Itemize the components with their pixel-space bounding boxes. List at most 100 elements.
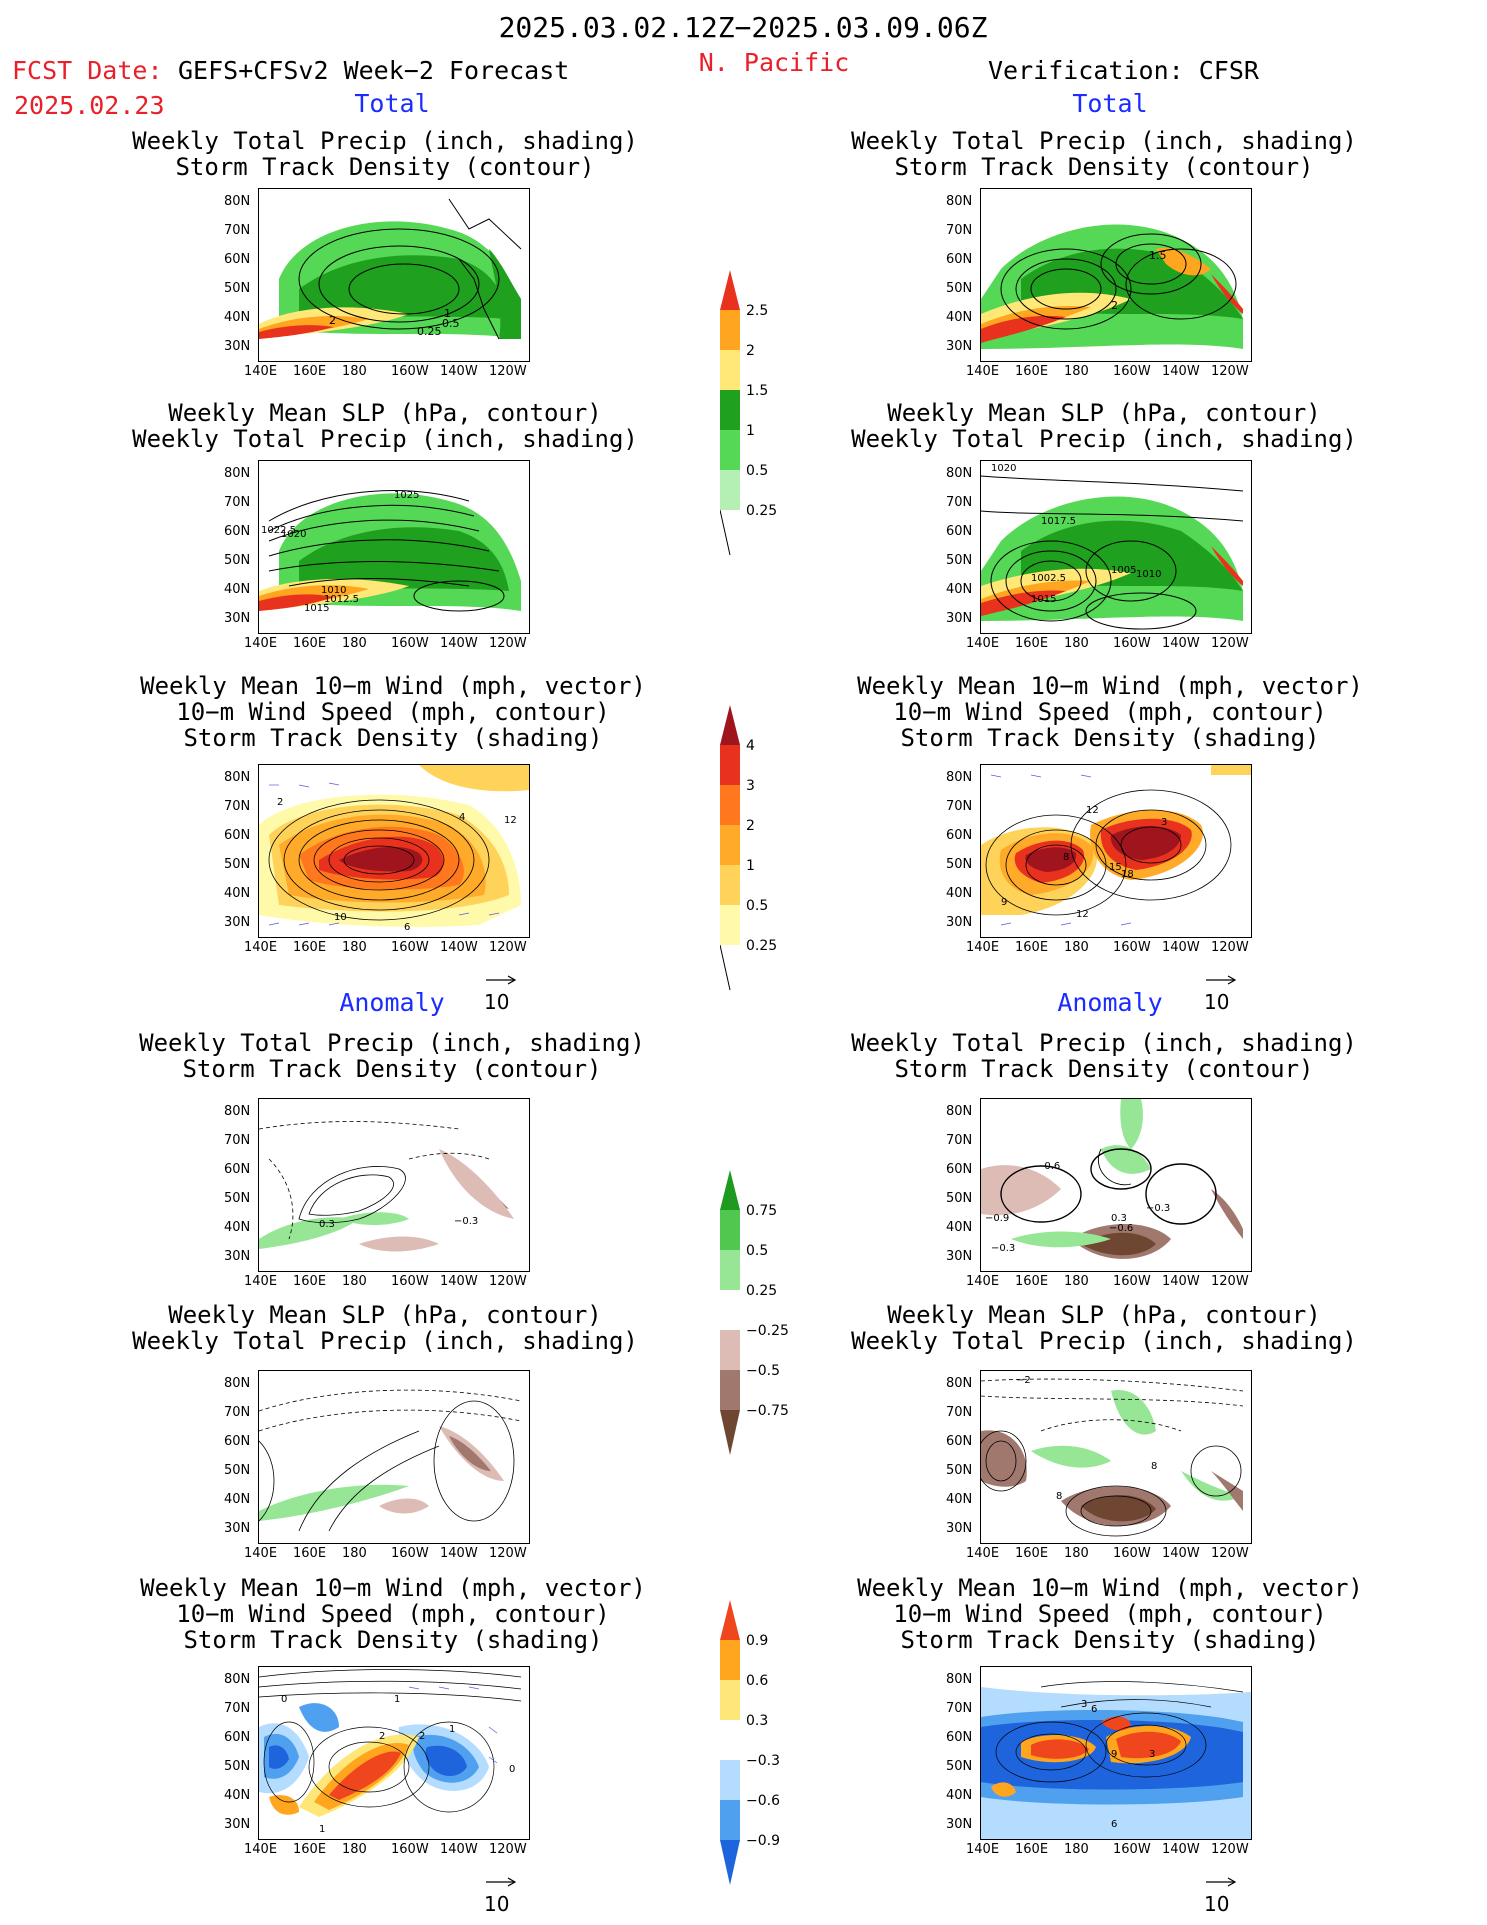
lat-tick-label: 80N	[224, 194, 251, 209]
lon-tick-label: 140W	[440, 364, 478, 379]
contour-label: 1.5	[1149, 249, 1167, 262]
map-obs-anom-wind: 3 6 9 3 6	[980, 1666, 1252, 1840]
panel-title-obs-anom-slp: Weekly Mean SLP (hPa, contour) Weekly To…	[851, 1302, 1357, 1354]
colorbar-label: −0.3	[746, 1753, 780, 1769]
lat-tick-label: 80N	[224, 1104, 251, 1119]
map-fc-anom-precip: 0.3 −0.3	[258, 1098, 530, 1272]
contour-label: 0.3	[1111, 1213, 1127, 1224]
lon-tick-label: 180	[342, 636, 367, 651]
lat-tick-label: 30N	[224, 339, 251, 354]
lat-tick-label: 50N	[224, 1191, 251, 1206]
contour-label: 1017.5	[1041, 516, 1076, 527]
contour-label: 15	[1109, 862, 1122, 873]
contour-label: 3	[1081, 1699, 1087, 1710]
lat-tick-label: 70N	[224, 1701, 251, 1716]
section-total-right: Total	[1072, 89, 1148, 118]
lat-tick-label: 40N	[946, 886, 973, 901]
lon-tick-label: 180	[1064, 636, 1089, 651]
lon-tick-label: 140E	[244, 1842, 278, 1857]
vector-ref-obs-anom: 10	[1204, 1868, 1238, 1916]
contour-label: 1010	[321, 585, 346, 596]
title-line: Weekly Mean SLP (hPa, contour)	[887, 399, 1321, 427]
colorbar-label: 0.5	[746, 463, 769, 479]
colorbar-label: 3	[746, 778, 755, 794]
lat-tick-label: 30N	[224, 1249, 251, 1264]
section-anomaly-right: Anomaly	[1057, 988, 1163, 1017]
lat-tick-label: 80N	[224, 770, 251, 785]
lon-tick-label: 140E	[244, 636, 278, 651]
lon-tick-label: 120W	[1211, 636, 1249, 651]
contour-label: 12	[1086, 805, 1099, 816]
lon-tick-label: 140W	[440, 1546, 478, 1561]
lat-tick-label: 70N	[946, 1405, 973, 1420]
vector-ref-fc-anom: 10	[484, 1868, 518, 1916]
lon-tick-label: 160W	[391, 364, 429, 379]
lon-tick-label: 140W	[1162, 1546, 1200, 1561]
title-line: Weekly Total Precip (inch, shading)	[139, 1029, 645, 1057]
vector-ref-fc-total: 10	[484, 966, 518, 1014]
lon-tick-label: 180	[1064, 364, 1089, 379]
lon-tick-label: 140W	[1162, 1274, 1200, 1289]
contour-label: 1020	[991, 463, 1016, 474]
map-fc-total-wind: 2 4 12 10 6	[258, 764, 530, 938]
lat-tick-label: 50N	[224, 857, 251, 872]
panel-title-obs-total-slp: Weekly Mean SLP (hPa, contour) Weekly To…	[851, 400, 1357, 452]
contour-label: −0.3	[454, 1216, 478, 1227]
lat-tick-label: 30N	[224, 1817, 251, 1832]
colorbar-label: 0.25	[746, 1283, 778, 1299]
lon-tick-label: 120W	[1211, 1274, 1249, 1289]
colorbar-precip-anom	[720, 1170, 740, 1455]
contour-label: 3	[1161, 817, 1167, 828]
lon-tick-label: 140E	[244, 364, 278, 379]
fcst-model-label: GEFS+CFSv2 Week−2 Forecast	[178, 56, 570, 85]
lat-tick-label: 40N	[946, 582, 973, 597]
lon-tick-label: 180	[342, 364, 367, 379]
contour-label: −0.3	[1146, 1203, 1170, 1214]
lon-tick-label: 120W	[489, 1274, 527, 1289]
map-plot: 0 1 2 2 1 0 1	[259, 1669, 522, 1835]
lon-tick-label: 140E	[966, 364, 1000, 379]
lat-tick-label: 70N	[224, 223, 251, 238]
contour-label: 1	[394, 1694, 400, 1705]
title-line: Weekly Mean SLP (hPa, contour)	[168, 1301, 602, 1329]
lat-tick-label: 80N	[946, 194, 973, 209]
lon-tick-label: 120W	[1211, 364, 1249, 379]
arrow-right-icon	[1206, 975, 1237, 985]
map-plot: −2 8 8	[981, 1375, 1244, 1537]
contour-label: 1	[444, 307, 451, 320]
lat-tick-label: 80N	[946, 466, 973, 481]
lat-tick-label: 70N	[224, 799, 251, 814]
contour-label: 1	[449, 1724, 455, 1735]
vector-ref-label: 10	[484, 1892, 510, 1916]
lon-tick-label: 140W	[440, 1842, 478, 1857]
fcst-date-label: FCST Date:	[12, 56, 163, 85]
lon-tick-label: 140E	[966, 1842, 1000, 1857]
lat-tick-label: 60N	[224, 524, 251, 539]
lon-tick-label: 160W	[1113, 636, 1151, 651]
lat-tick-label: 60N	[946, 828, 973, 843]
wind-vectors	[990, 774, 1132, 926]
colorbar-label: 2.5	[746, 303, 769, 319]
vector-ref-obs-total: 10	[1204, 966, 1238, 1014]
lon-tick-label: 160W	[391, 1842, 429, 1857]
contour-label: 2	[277, 797, 283, 808]
lat-tick-label: 50N	[224, 1759, 251, 1774]
contour-label: 0.25	[417, 325, 442, 338]
lat-tick-label: 80N	[946, 1376, 973, 1391]
contour-label: 1025	[394, 490, 419, 501]
title-line: Weekly Total Precip (inch, shading)	[851, 1029, 1357, 1057]
contour-label: 6	[1091, 1704, 1097, 1715]
title-line: Weekly Total Precip (inch, shading)	[132, 425, 638, 453]
contour-label: 4	[459, 812, 465, 823]
lon-tick-label: 180	[1064, 940, 1089, 955]
lat-tick-label: 60N	[224, 828, 251, 843]
panel-title-fc-total-precip: Weekly Total Precip (inch, shading) Stor…	[132, 128, 638, 180]
title-line: Storm Track Density (contour)	[894, 1055, 1314, 1083]
lat-tick-label: 40N	[224, 1788, 251, 1803]
lon-tick-label: 180	[1064, 1842, 1089, 1857]
map-fc-total-precip: 2 1 0.5 0.25	[258, 188, 530, 362]
arrow-right-icon	[1206, 1877, 1237, 1887]
title-line: Weekly Mean 10−m Wind (mph, vector)	[140, 672, 646, 700]
lon-tick-label: 180	[1064, 1274, 1089, 1289]
map-fc-anom-wind: 0 1 2 2 1 0 1	[258, 1666, 530, 1840]
